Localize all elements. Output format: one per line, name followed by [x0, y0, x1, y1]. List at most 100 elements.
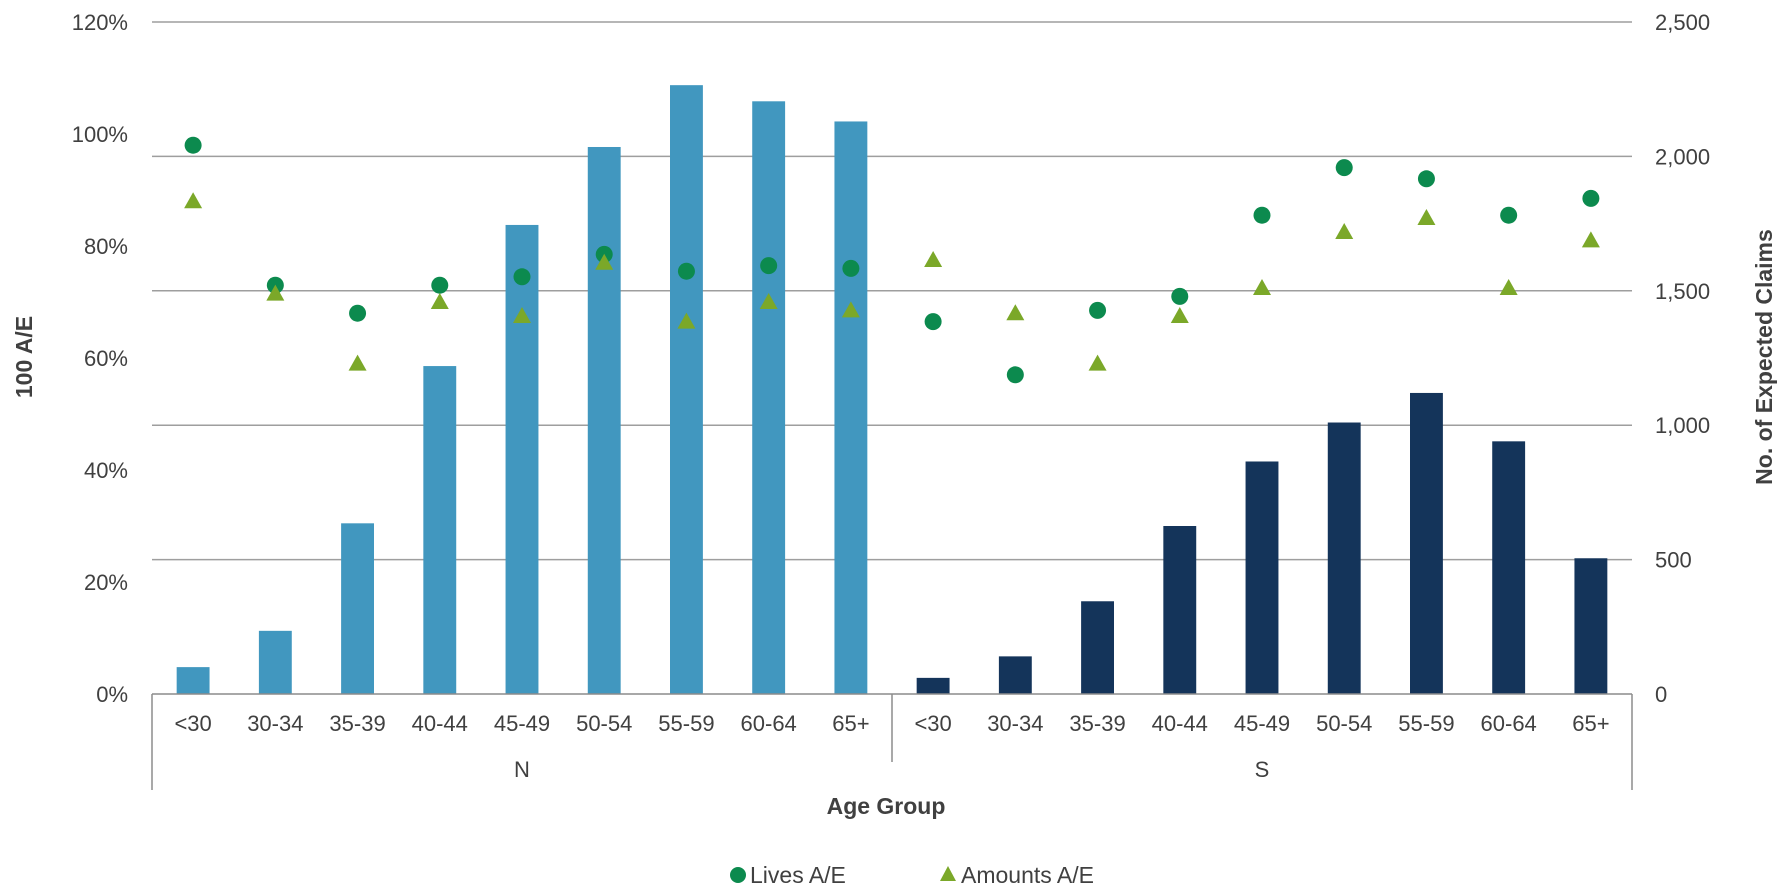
bars — [176, 85, 1608, 695]
y-left-tick-label: 20% — [84, 570, 128, 595]
bar-claims — [176, 667, 210, 694]
y-left-tick-label: 0% — [96, 682, 128, 707]
point-lives-ae — [513, 268, 531, 286]
bar-claims — [258, 630, 292, 694]
bar-claims — [1245, 461, 1279, 694]
point-lives-ae — [431, 276, 449, 294]
bar-claims — [1574, 558, 1608, 694]
bar-claims — [916, 677, 950, 694]
legend-amounts-triangle-icon — [940, 866, 956, 881]
bar-claims — [670, 85, 703, 695]
x-axis-title: Age Group — [827, 793, 946, 819]
bar-claims — [1163, 526, 1197, 694]
x-group-label: N — [514, 757, 530, 782]
y-left-tick-label: 40% — [84, 458, 128, 483]
point-amounts-ae — [677, 312, 696, 329]
legend-lives-label: Lives A/E — [750, 862, 846, 885]
x-tick-label: 60-64 — [1481, 711, 1537, 736]
point-lives-ae — [1500, 206, 1518, 224]
point-amounts-ae — [1170, 307, 1189, 323]
bar-claims — [1327, 422, 1361, 694]
x-group-label: S — [1255, 757, 1270, 782]
y-right-tick-label: 2,000 — [1655, 144, 1710, 169]
point-lives-ae — [1006, 366, 1024, 384]
point-amounts-ae — [759, 293, 778, 309]
y-left-tick-label: 120% — [72, 10, 128, 35]
x-tick-label: 35-39 — [1069, 711, 1125, 736]
point-amounts-ae — [841, 301, 860, 318]
point-amounts-ae — [430, 293, 449, 309]
y-right-tick-label: 2,500 — [1655, 10, 1710, 35]
bar-claims — [505, 224, 539, 694]
legend-lives-circle-icon — [730, 867, 746, 883]
point-lives-ae — [842, 259, 860, 277]
x-tick-label: 40-44 — [1152, 711, 1208, 736]
x-tick-label: 30-34 — [987, 711, 1043, 736]
point-amounts-ae — [348, 354, 367, 371]
point-amounts-ae — [184, 192, 203, 209]
bar-claims — [1081, 601, 1114, 694]
x-tick-label: 45-49 — [1234, 711, 1290, 736]
point-amounts-ae — [924, 251, 943, 267]
y-right-tick-label: 0 — [1655, 682, 1667, 707]
y-right-axis-title: No. of Expected Claims — [1751, 229, 1777, 485]
x-tick-label: 55-59 — [658, 711, 714, 736]
point-lives-ae — [1089, 301, 1107, 319]
x-tick-label: 50-54 — [576, 711, 632, 736]
point-amounts-ae — [1006, 304, 1025, 321]
markers — [184, 136, 1600, 384]
point-lives-ae — [184, 136, 202, 154]
y-left-tick-label: 60% — [84, 346, 128, 371]
point-amounts-ae — [1581, 231, 1600, 248]
point-amounts-ae — [513, 307, 531, 323]
axes — [151, 693, 1633, 790]
point-amounts-ae — [1499, 279, 1518, 295]
x-tick-label: 45-49 — [494, 711, 550, 736]
point-lives-ae — [349, 304, 367, 322]
x-tick-label: 60-64 — [741, 711, 797, 736]
gridlines — [152, 21, 1632, 561]
point-lives-ae — [924, 313, 942, 331]
bar-claims — [1410, 392, 1443, 694]
point-lives-ae — [1335, 159, 1353, 177]
bar-claims — [1492, 441, 1526, 694]
point-lives-ae — [1253, 206, 1271, 224]
point-lives-ae — [677, 262, 695, 280]
legend-item-amounts[interactable]: Amounts A/E — [940, 862, 1094, 885]
y-left-axis-title: 100 A/E — [11, 316, 37, 398]
x-tick-label: <30 — [914, 711, 951, 736]
x-tick-label: 65+ — [832, 711, 869, 736]
x-tick-label: 40-44 — [412, 711, 468, 736]
point-amounts-ae — [1088, 354, 1107, 371]
legend: Lives A/E Amounts A/E — [730, 862, 1094, 885]
bar-claims — [752, 101, 786, 694]
point-lives-ae — [1582, 189, 1600, 207]
point-lives-ae — [1417, 170, 1435, 188]
legend-item-lives[interactable]: Lives A/E — [730, 862, 846, 885]
bar-claims — [998, 656, 1032, 694]
tick-labels: 0% 20% 40% 60% 80% 100% 120% 0 500 1,000 1,500 2,00… — [72, 10, 1710, 782]
bar-claims — [587, 146, 621, 694]
x-tick-label: 50-54 — [1316, 711, 1372, 736]
x-tick-label: 30-34 — [247, 711, 303, 736]
point-amounts-ae — [1335, 223, 1354, 239]
point-amounts-ae — [1417, 209, 1436, 225]
bar-claims — [834, 121, 868, 695]
point-amounts-ae — [266, 284, 285, 301]
y-right-tick-label: 1,500 — [1655, 279, 1710, 304]
legend-amounts-label: Amounts A/E — [961, 862, 1094, 885]
bar-claims — [341, 523, 374, 694]
x-tick-label: 65+ — [1572, 711, 1609, 736]
point-amounts-ae — [595, 253, 614, 270]
x-tick-label: 35-39 — [329, 711, 385, 736]
y-right-tick-label: 1,000 — [1655, 413, 1710, 438]
x-tick-label: 55-59 — [1398, 711, 1454, 736]
bar-claims — [423, 366, 457, 694]
point-lives-ae — [760, 257, 778, 275]
x-tick-label: <30 — [174, 711, 211, 736]
point-lives-ae — [1171, 287, 1189, 305]
y-left-tick-label: 80% — [84, 234, 128, 259]
y-left-tick-label: 100% — [72, 122, 128, 147]
y-right-tick-label: 500 — [1655, 548, 1692, 573]
